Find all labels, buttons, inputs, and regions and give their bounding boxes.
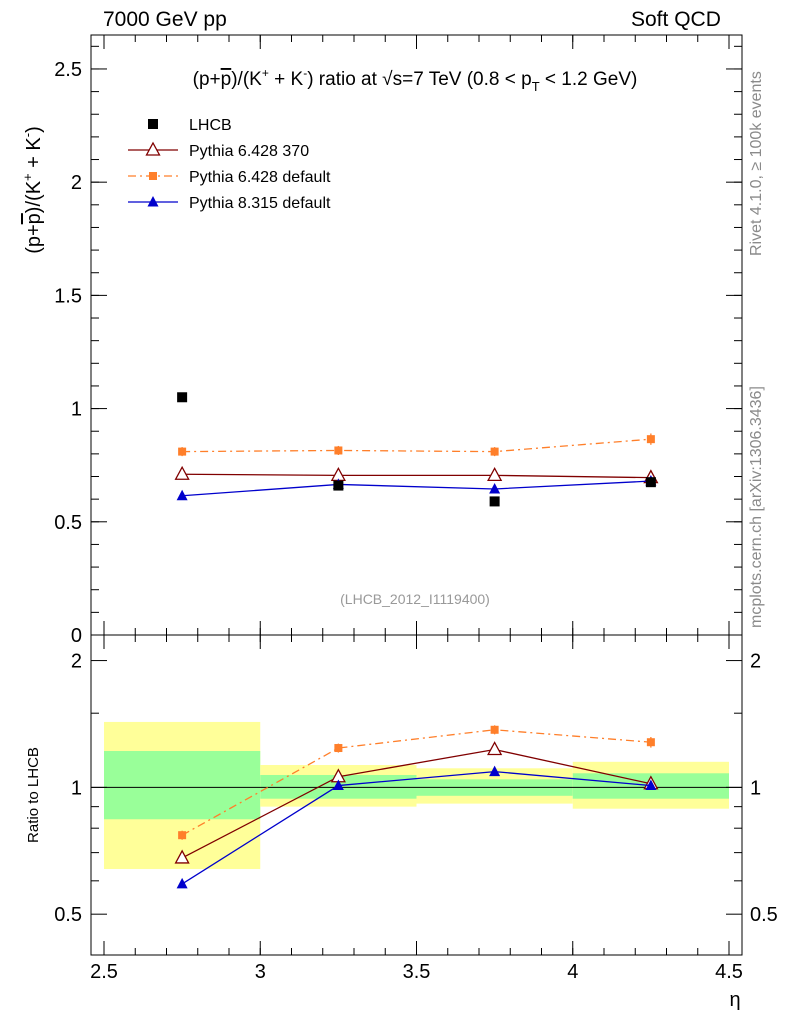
ratio-pythia-6-428-default-point [178, 831, 187, 840]
main-pythia-6-428-default-point [490, 447, 499, 456]
legend: LHCB Pythia 6.428 370 Pythia 6.428 default… [128, 117, 331, 212]
x-tick-label: 4 [567, 961, 578, 983]
x-tick-label: 3 [255, 961, 266, 983]
main-pythia-8-315-default-point [489, 482, 501, 494]
main-lhcb-point [645, 477, 656, 488]
header-right: Soft QCD [631, 8, 721, 31]
header-left: 7000 GeV pp [103, 8, 227, 31]
legend-marker-pythia-6-428-default [149, 172, 157, 180]
ratio-y-tick-label-right: 0.5 [750, 904, 778, 926]
main-pythia-6-428-370-point [487, 467, 503, 482]
legend-label-pythia-8-315-default: Pythia 8.315 default [189, 195, 331, 212]
main-pythia-6-428-default-point [334, 446, 343, 455]
ratio-pythia-6-428-default-point [646, 738, 655, 747]
ratio-pythia-6-428-370-point [174, 849, 190, 864]
series-main [174, 392, 659, 507]
y-tick-label: 0 [71, 625, 82, 647]
y-tick-label: 2 [71, 172, 82, 194]
legend-label-lhcb: LHCB [189, 117, 232, 134]
ratio-band-inner [104, 750, 261, 820]
x-tick-label: 3.5 [403, 961, 431, 983]
main-pythia-6-428-370-line [182, 473, 651, 479]
y-tick-label: 1.5 [54, 285, 82, 307]
analysis-watermark: (LHCB_2012_I1119400) [340, 591, 490, 607]
chart-title: (p+p)/(K+ + K-) ratio at √s=7 TeV (0.8 <… [193, 66, 638, 94]
y-tick-label: 2.5 [54, 59, 82, 81]
x-tick-label: 2.5 [90, 961, 118, 983]
main-pythia-6-428-default-point [646, 435, 655, 444]
ratio-pythia-8-315-default-line [181, 770, 651, 885]
main-pythia-6-428-370-point [174, 465, 190, 480]
ratio-y-axis-label: Ratio to LHCB [25, 747, 42, 843]
ratio-pythia-8-315-default-point [489, 765, 501, 777]
ratio-y-tick-label: 1 [71, 777, 82, 799]
ratio-y-tick-label: 2 [71, 651, 82, 673]
ratio-pythia-6-428-default-point [334, 744, 343, 753]
y-tick-label: 1 [71, 399, 82, 421]
x-axis-label: η [729, 989, 740, 1011]
y-tick-label: 0.5 [54, 512, 82, 534]
legend-marker-pythia-6-428-370 [145, 141, 161, 156]
main-pythia-6-428-default-point [178, 447, 187, 456]
series-ratio [174, 725, 659, 889]
main-pythia-8-315-default-line [182, 480, 651, 497]
main-pythia-8-315-default-point [176, 489, 188, 501]
ratio-pythia-6-428-370-line [181, 748, 652, 859]
main-lhcb-point [177, 392, 188, 403]
x-tick-label: 4.5 [715, 961, 743, 983]
ratio-pythia-8-315-default-point [176, 877, 188, 889]
legend-label-pythia-6-428-default: Pythia 6.428 default [189, 169, 331, 186]
main-lhcb-point [489, 496, 500, 507]
legend-marker-pythia-8-315-default [147, 196, 159, 207]
ratio-pythia-8-315-default-point [332, 779, 344, 791]
ratio-bands [104, 721, 729, 870]
ratio-pythia-6-428-default-point [490, 725, 499, 734]
y-axis-label: (p+p)/(K+ + K-) [20, 126, 45, 254]
main-lhcb-point [333, 480, 344, 491]
ratio-pythia-6-428-370-point [487, 741, 503, 756]
ratio-y-tick-label-right: 2 [750, 651, 761, 673]
legend-label-pythia-6-428-370: Pythia 6.428 370 [189, 143, 309, 160]
legend-marker-lhcb [148, 119, 158, 129]
ratio-pythia-6-428-default-line [181, 729, 651, 836]
main-pythia-6-428-default-line [182, 438, 651, 453]
ratio-y-tick-label: 0.5 [54, 904, 82, 926]
ratio-y-tick-label-right: 1 [750, 777, 761, 799]
ratio-pythia-8-315-default-point [645, 779, 657, 791]
axes: 2.5 3 3.5 4 4.5 0 0.5 1 1.5 2 2.5 0.5 0.5 1 1 2 2 [54, 35, 778, 983]
